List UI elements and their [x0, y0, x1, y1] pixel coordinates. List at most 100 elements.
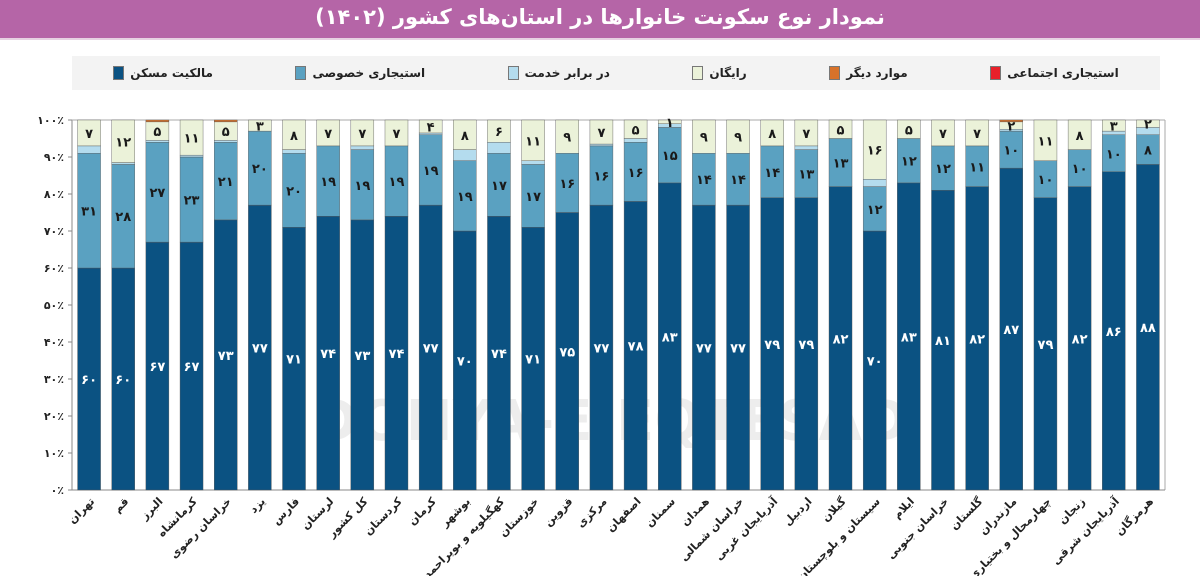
bar-segment [453, 149, 477, 161]
data-label: ۷ [939, 127, 947, 142]
bar-segment [145, 119, 170, 123]
data-label: ۷ [393, 127, 401, 142]
y-tick-label: ۵۰٪ [44, 299, 64, 312]
x-tick-label: ایلام [891, 495, 917, 521]
chart-title: نمودار نوع سکونت خانوارها در استان‌های ک… [315, 5, 885, 29]
bar-segment [1067, 119, 1092, 150]
data-label: ۷۷ [423, 342, 439, 357]
y-tick-label: ۴۰٪ [44, 336, 64, 349]
data-label: ۲ [1144, 118, 1152, 133]
data-label: ۵ [837, 123, 845, 138]
data-label: ۷۰ [867, 355, 883, 370]
data-label: ۱ [666, 116, 674, 131]
bar-segment [316, 119, 340, 147]
x-tick-label: قزوین [542, 495, 576, 529]
legend-label: در برابر خدمت [524, 66, 610, 80]
bar-segment [350, 145, 375, 150]
legend-swatch [829, 66, 841, 80]
bar-segment [77, 145, 101, 154]
data-label: ۷ [358, 127, 366, 142]
bar-segment [282, 149, 306, 154]
data-label: ۱۳ [798, 168, 814, 183]
legend-label: استیجاری خصوصی [312, 66, 426, 80]
data-label: ۲ [1007, 120, 1015, 135]
y-tick-label: ۸۰٪ [44, 188, 64, 201]
data-label: ۷ [973, 127, 981, 142]
data-label: ۵ [222, 125, 230, 140]
data-label: ۷۹ [1038, 338, 1054, 353]
x-tick-label: فارس [270, 495, 302, 527]
data-label: ۱۱ [525, 134, 541, 149]
data-label: ۱۴ [730, 173, 746, 188]
data-label: ۱۶ [593, 170, 609, 185]
data-label: ۴ [427, 120, 435, 135]
legend-item: در برابر خدمت [507, 66, 610, 80]
legend-item: استیجاری خصوصی [295, 66, 425, 80]
data-label: ۷۴ [320, 347, 336, 362]
data-label: ۱۱ [969, 160, 985, 175]
bar-segment [555, 119, 579, 154]
x-tick-label: کرمان [406, 495, 439, 528]
x-tick-label: هرمزگان [1113, 495, 1156, 538]
data-label: ۱۰ [1038, 173, 1054, 188]
bar-segment [248, 119, 272, 132]
bar-segment [692, 119, 716, 154]
data-label: ۷۹ [798, 338, 814, 353]
data-label: ۸۲ [1072, 332, 1088, 347]
y-tick-label: ۱۰۰٪ [37, 114, 64, 127]
bar-segment [418, 119, 443, 134]
x-tick-label: زنجان [1056, 495, 1088, 527]
data-label: ۷۱ [286, 353, 302, 368]
data-label: ۷۱ [525, 353, 541, 368]
x-tick-label: همدان [678, 495, 712, 529]
data-label: ۸۸ [1140, 321, 1156, 336]
data-label: ۷۷ [696, 342, 712, 357]
data-label: ۱۲ [935, 162, 951, 177]
bar-segment [111, 162, 135, 165]
data-label: ۲۰ [252, 162, 268, 177]
bar-segment [828, 119, 853, 139]
data-label: ۳ [1110, 120, 1118, 135]
legend-swatch [295, 66, 307, 80]
legend-label: رایگان [709, 66, 747, 80]
x-tick-label: سمنان [643, 495, 678, 530]
data-label: ۱۲ [867, 203, 883, 218]
data-label: ۷ [324, 127, 332, 142]
bar-segment [897, 119, 921, 139]
data-label: ۱۹ [457, 190, 473, 205]
data-label: ۳ [256, 120, 264, 135]
data-label: ۸۲ [969, 332, 985, 347]
y-tick-label: ۷۰٪ [44, 225, 64, 238]
data-label: ۸۳ [662, 330, 678, 345]
x-tick-label: گیلان [819, 495, 849, 525]
bar-segment [931, 119, 955, 147]
data-label: ۸۳ [901, 330, 917, 345]
data-label: ۱۲ [901, 155, 917, 170]
bar-segment [521, 160, 545, 165]
bar-segment [487, 141, 511, 154]
data-label: ۶۰ [115, 373, 131, 388]
data-label: ۱۵ [662, 149, 678, 164]
legend-swatch [990, 66, 1002, 80]
data-label: ۸ [290, 129, 298, 144]
data-label: ۵ [905, 123, 913, 138]
x-tick-label: اردبیل [781, 495, 814, 528]
data-label: ۱۰ [1106, 147, 1122, 162]
data-label: ۱۱ [184, 132, 200, 147]
x-tick-label: تهران [66, 495, 97, 526]
data-label: ۹ [563, 131, 571, 146]
bar-segment [760, 119, 784, 147]
data-label: ۱۶ [559, 177, 575, 192]
data-label: ۶۷ [184, 360, 200, 375]
legend-label: مالکیت مسکن [130, 66, 213, 80]
data-label: ۳۱ [81, 205, 97, 220]
data-label: ۷ [85, 127, 93, 142]
x-tick-label: آذربایجان غربی [712, 494, 781, 563]
data-label: ۷۷ [593, 342, 609, 357]
bar-segment [179, 154, 204, 158]
y-tick-label: ۶۰٪ [44, 262, 64, 275]
x-tick-label: البرز [138, 495, 166, 523]
data-label: ۵ [632, 123, 640, 138]
legend-item: استیجاری اجتماعی [990, 66, 1119, 80]
